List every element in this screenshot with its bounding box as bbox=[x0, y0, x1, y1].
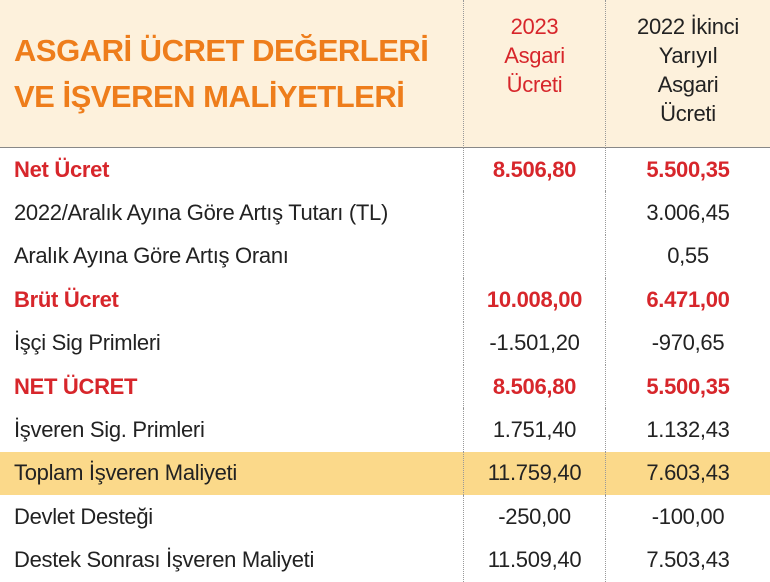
row-label: İşveren Sig. Primleri bbox=[14, 417, 205, 443]
column-header-line: Ücreti bbox=[660, 101, 716, 126]
title-line: ASGARİ ÜCRET DEĞERLERİ bbox=[14, 32, 429, 68]
row-value: 11.509,40 bbox=[463, 538, 605, 582]
column-header: 2023 Asgari Ücreti bbox=[463, 0, 605, 148]
row-value: 5.500,35 bbox=[605, 364, 770, 409]
title-line: VE İŞVEREN MALİYETLERİ bbox=[14, 78, 405, 114]
row-value: 3.006,45 bbox=[605, 191, 770, 235]
row-value: 1.751,40 bbox=[463, 408, 605, 452]
row-value: 8.506,80 bbox=[463, 364, 605, 409]
row-label: Toplam İşveren Maliyeti bbox=[0, 451, 463, 496]
row-label: Net Ücret bbox=[14, 156, 110, 182]
row-value: -970,65 bbox=[605, 321, 770, 365]
column-header-line: Asgari bbox=[504, 43, 565, 68]
row-value: -100,00 bbox=[605, 495, 770, 539]
row-label: 2022/Aralık Ayına Göre Artış Tutarı (TL) bbox=[14, 200, 388, 226]
row-value: 1.132,43 bbox=[605, 408, 770, 452]
row-value: 11.759,40 bbox=[463, 451, 605, 496]
column-header-line: Ücreti bbox=[506, 72, 563, 97]
column-header-line: 2022 İkinci bbox=[637, 14, 739, 39]
column-header-line: 2023 bbox=[510, 14, 559, 39]
title-cell: ASGARİ ÜCRET DEĞERLERİ VE İŞVEREN MALİYET… bbox=[0, 0, 463, 148]
column-header-line: Asgari bbox=[657, 72, 719, 97]
row-value: 7.603,43 bbox=[605, 451, 770, 496]
row-value: 0,55 bbox=[605, 234, 770, 279]
row-label: Brüt Ücret bbox=[14, 286, 119, 312]
row-label: Destek Sonrası İşveren Maliyeti bbox=[14, 547, 315, 573]
row-value bbox=[463, 191, 605, 235]
row-label: Devlet Desteği bbox=[14, 503, 153, 529]
row-value: 10.008,00 bbox=[463, 278, 605, 322]
row-label: Aralık Ayına Göre Artış Oranı bbox=[14, 243, 289, 269]
row-value: -250,00 bbox=[463, 495, 605, 539]
row-value: -1.501,20 bbox=[463, 321, 605, 365]
row-value: 6.471,00 bbox=[605, 278, 770, 322]
row-value: 5.500,35 bbox=[605, 148, 770, 192]
column-header-line: Yarıyıl bbox=[658, 43, 718, 68]
column-header: 2022 İkinci Yarıyıl Asgari Ücreti bbox=[605, 0, 770, 148]
row-label: NET ÜCRET bbox=[14, 373, 138, 399]
row-value: 8.506,80 bbox=[463, 148, 605, 192]
row-value bbox=[463, 234, 605, 279]
row-label: İşçi Sig Primleri bbox=[14, 330, 161, 356]
row-value: 7.503,43 bbox=[605, 538, 770, 582]
